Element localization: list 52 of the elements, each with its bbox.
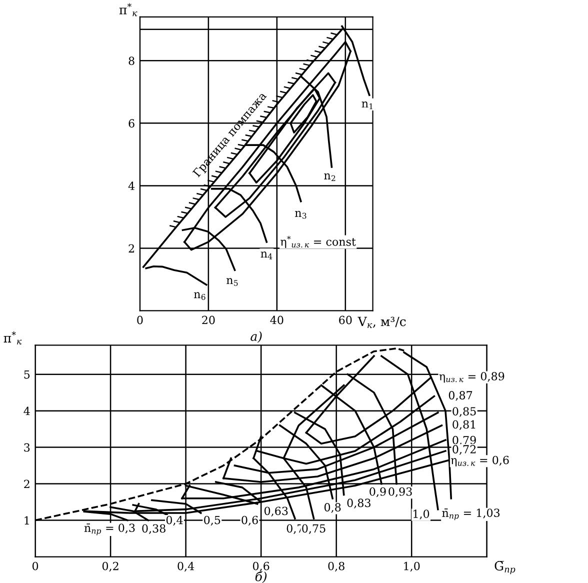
text: б) (255, 571, 267, 583)
x-tick-label: 20 (202, 316, 215, 324)
annotation: 0,72 (452, 445, 476, 455)
y-tick-label: 8 (128, 56, 134, 66)
annotation: η$^{*}$$_{из.к}$ = const (280, 236, 356, 248)
annotation: n$_{1}$ (362, 101, 372, 110)
x-tick-label: 60 (339, 316, 352, 324)
annotation: n$_{4}$ (260, 252, 272, 260)
annotation: n$_{5}$ (226, 278, 238, 286)
annotation: 0,87 (448, 391, 472, 401)
annotation: 0,8 (324, 503, 341, 513)
y-tick-label: 2 (24, 480, 30, 488)
annotation: 0,81 (452, 420, 476, 430)
y-tick-label: 4 (128, 182, 135, 190)
x-tick-label: 0,6 (252, 562, 270, 572)
y-tick-label: 6 (128, 119, 134, 128)
x-tick-label: 0,4 (178, 562, 194, 572)
annotation: η$_{из.к}$ = 0,6 (450, 456, 509, 466)
annotation: n̄$_{пр}$ = 0,3 (84, 524, 135, 536)
x-tick-label: 0,8 (328, 562, 344, 572)
x-axis-title: G̅$_{пр}$ (494, 561, 516, 574)
x-axis-title: V$_{к}$, м³/с (358, 316, 406, 328)
annotation: 0,83 (347, 498, 370, 508)
x-tick-label: 1,0 (404, 562, 420, 572)
y-axis-title: π$^{*}$$_{к}$ (4, 331, 22, 345)
annotation: 0,79 (452, 436, 476, 446)
annotation: 0,9 (370, 487, 386, 498)
annotation: 0,75 (302, 524, 326, 534)
annotation: 0,85 (452, 407, 476, 417)
y-tick-label: 1 (24, 516, 29, 524)
y-axis-title: π$^{*}$$_{к}$ (119, 3, 138, 16)
annotation: η$_{из.к}$ = 0,89 (439, 372, 504, 383)
annotation: n$_{2}$ (324, 173, 336, 182)
annotation: 0,63 (264, 506, 288, 516)
annotation: n̄$_{пр}$ = 1,03 (442, 508, 500, 520)
annotation: 0,6 (242, 516, 258, 526)
x-tick-label: 0 (137, 316, 143, 324)
annotation: 0,38 (142, 524, 166, 534)
annotation: 0,93 (388, 487, 412, 498)
annotation: n$_{6}$ (194, 292, 206, 300)
x-tick-label: 0 (32, 562, 38, 570)
y-tick-label: 2 (128, 244, 134, 252)
x-tick-label: 40 (270, 316, 284, 324)
annotation: n$_{3}$ (295, 210, 306, 219)
y-tick-label: 5 (24, 370, 30, 379)
annotation: 1,0 (414, 510, 430, 520)
y-tick-label: 4 (24, 406, 30, 416)
annotation: 0,4 (166, 516, 183, 526)
text: а) (250, 331, 262, 343)
x-tick-label: 0,2 (102, 562, 118, 572)
annotation: 0,5 (204, 516, 220, 526)
y-tick-label: 3 (24, 443, 30, 452)
